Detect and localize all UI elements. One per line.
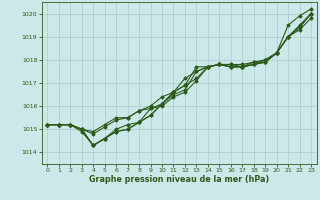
- X-axis label: Graphe pression niveau de la mer (hPa): Graphe pression niveau de la mer (hPa): [89, 175, 269, 184]
